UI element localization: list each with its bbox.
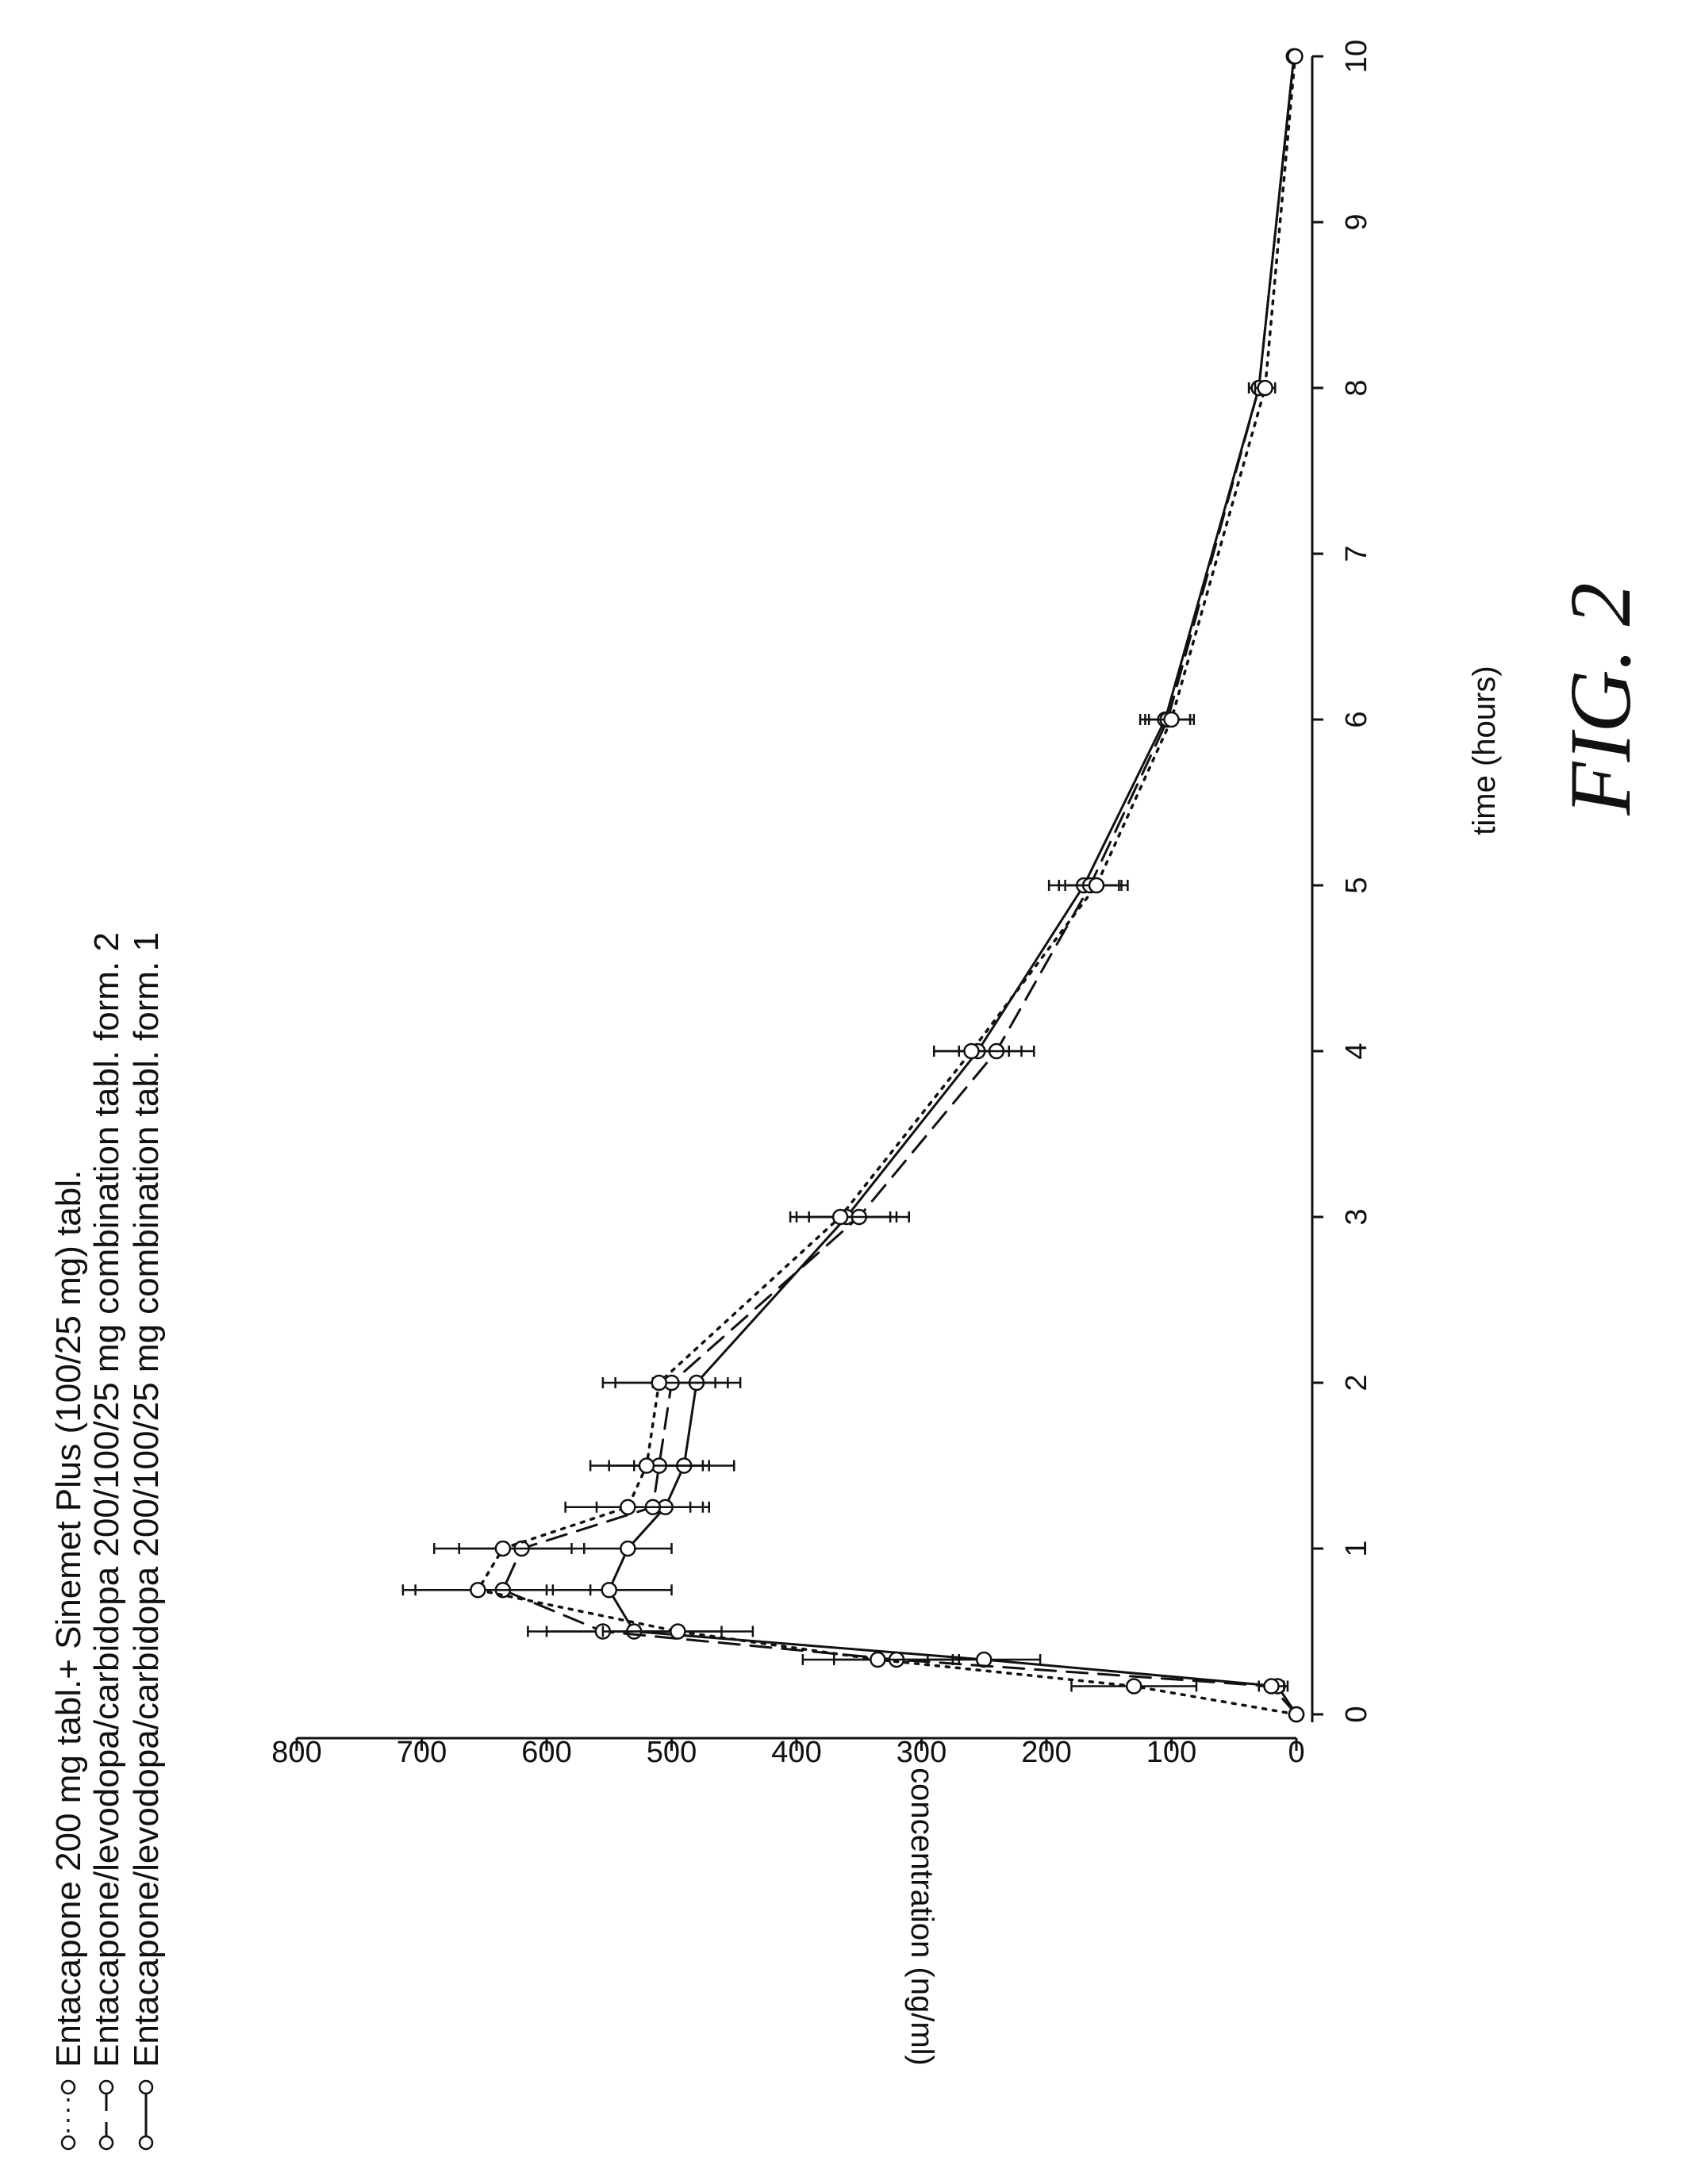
y-tick-label: 200	[1021, 1736, 1071, 1769]
data-point	[620, 1541, 635, 1556]
data-point	[639, 1459, 654, 1473]
x-tick-label: 1	[1340, 1540, 1373, 1556]
data-point	[965, 1044, 979, 1058]
data-point	[496, 1541, 510, 1556]
series-layer	[403, 49, 1304, 1721]
y-tick-label: 700	[397, 1736, 447, 1769]
data-point	[1127, 1679, 1141, 1693]
x-tick-label: 6	[1340, 711, 1373, 727]
data-point	[1165, 712, 1179, 727]
series-2	[416, 49, 1304, 1721]
x-tick-label: 10	[1340, 40, 1373, 73]
axes: 0 1 2 3 4 5 6 7 8 9 10 0 100 200 300 400 500 600 700 800	[271, 40, 1373, 1769]
legend-swatch-marker	[140, 2081, 152, 2094]
chart-frame: 0 1 2 3 4 5 6 7 8 9 10 0 100 200 300 400 500 600 700 800 t…	[49, 40, 1649, 2149]
y-tick-label: 400	[771, 1736, 821, 1769]
x-tick-label: 0	[1340, 1706, 1373, 1722]
data-point	[602, 1583, 616, 1597]
x-tick-label: 8	[1340, 379, 1373, 396]
x-tick-label: 9	[1340, 213, 1373, 230]
y-tick-label: 100	[1146, 1736, 1196, 1769]
x-tick-label: 3	[1340, 1208, 1373, 1225]
data-point	[652, 1376, 666, 1390]
legend-swatch-marker	[100, 2136, 113, 2149]
y-tick-label: 500	[647, 1736, 697, 1769]
y-tick-label: 300	[897, 1736, 946, 1769]
y-axis-label: concentration (ng/ml)	[904, 1768, 939, 2066]
data-point	[620, 1500, 635, 1514]
x-ticks: 0 1 2 3 4 5 6 7 8 9 10	[1312, 40, 1373, 1723]
data-point	[870, 1652, 885, 1667]
figure-label: FIG. 2	[1552, 582, 1649, 816]
legend-swatch-marker	[140, 2136, 152, 2149]
data-point	[670, 1625, 685, 1639]
legend: Entacapone/levodopa/carbidopa 200/100/25…	[49, 932, 166, 2149]
legend-label: Entacapone/levodopa/carbidopa 200/100/25…	[87, 932, 126, 2067]
x-tick-label: 4	[1340, 1042, 1373, 1059]
legend-swatch-marker	[100, 2081, 113, 2094]
y-ticks: 0 100 200 300 400 500 600 700 800	[271, 1736, 1304, 1769]
x-tick-label: 5	[1340, 877, 1373, 893]
legend-swatch-marker	[62, 2081, 75, 2094]
data-point	[1258, 381, 1273, 395]
x-tick-label: 2	[1340, 1374, 1373, 1391]
data-point	[1089, 878, 1104, 892]
data-point	[1265, 1679, 1279, 1693]
data-point	[1289, 1707, 1304, 1721]
legend-swatch-marker	[62, 2136, 75, 2149]
y-tick-label: 800	[271, 1736, 321, 1769]
x-axis-label: time (hours)	[1467, 666, 1502, 835]
legend-label: Entacapone/levodopa/carbidopa 200/100/25…	[127, 932, 166, 2067]
y-tick-label: 600	[521, 1736, 571, 1769]
data-point	[833, 1210, 847, 1224]
legend-item-3: Entacapone 200 mg tabl.+ Sinemet Plus (1…	[49, 1170, 88, 2149]
x-tick-label: 7	[1340, 545, 1373, 562]
y-tick-label: 0	[1288, 1736, 1304, 1769]
data-point	[1288, 49, 1302, 63]
series-3	[403, 49, 1304, 1721]
legend-item-1: Entacapone/levodopa/carbidopa 200/100/25…	[127, 932, 166, 2149]
data-point	[470, 1583, 485, 1597]
legend-item-2: Entacapone/levodopa/carbidopa 200/100/25…	[87, 932, 126, 2149]
legend-label: Entacapone 200 mg tabl.+ Sinemet Plus (1…	[49, 1170, 88, 2067]
